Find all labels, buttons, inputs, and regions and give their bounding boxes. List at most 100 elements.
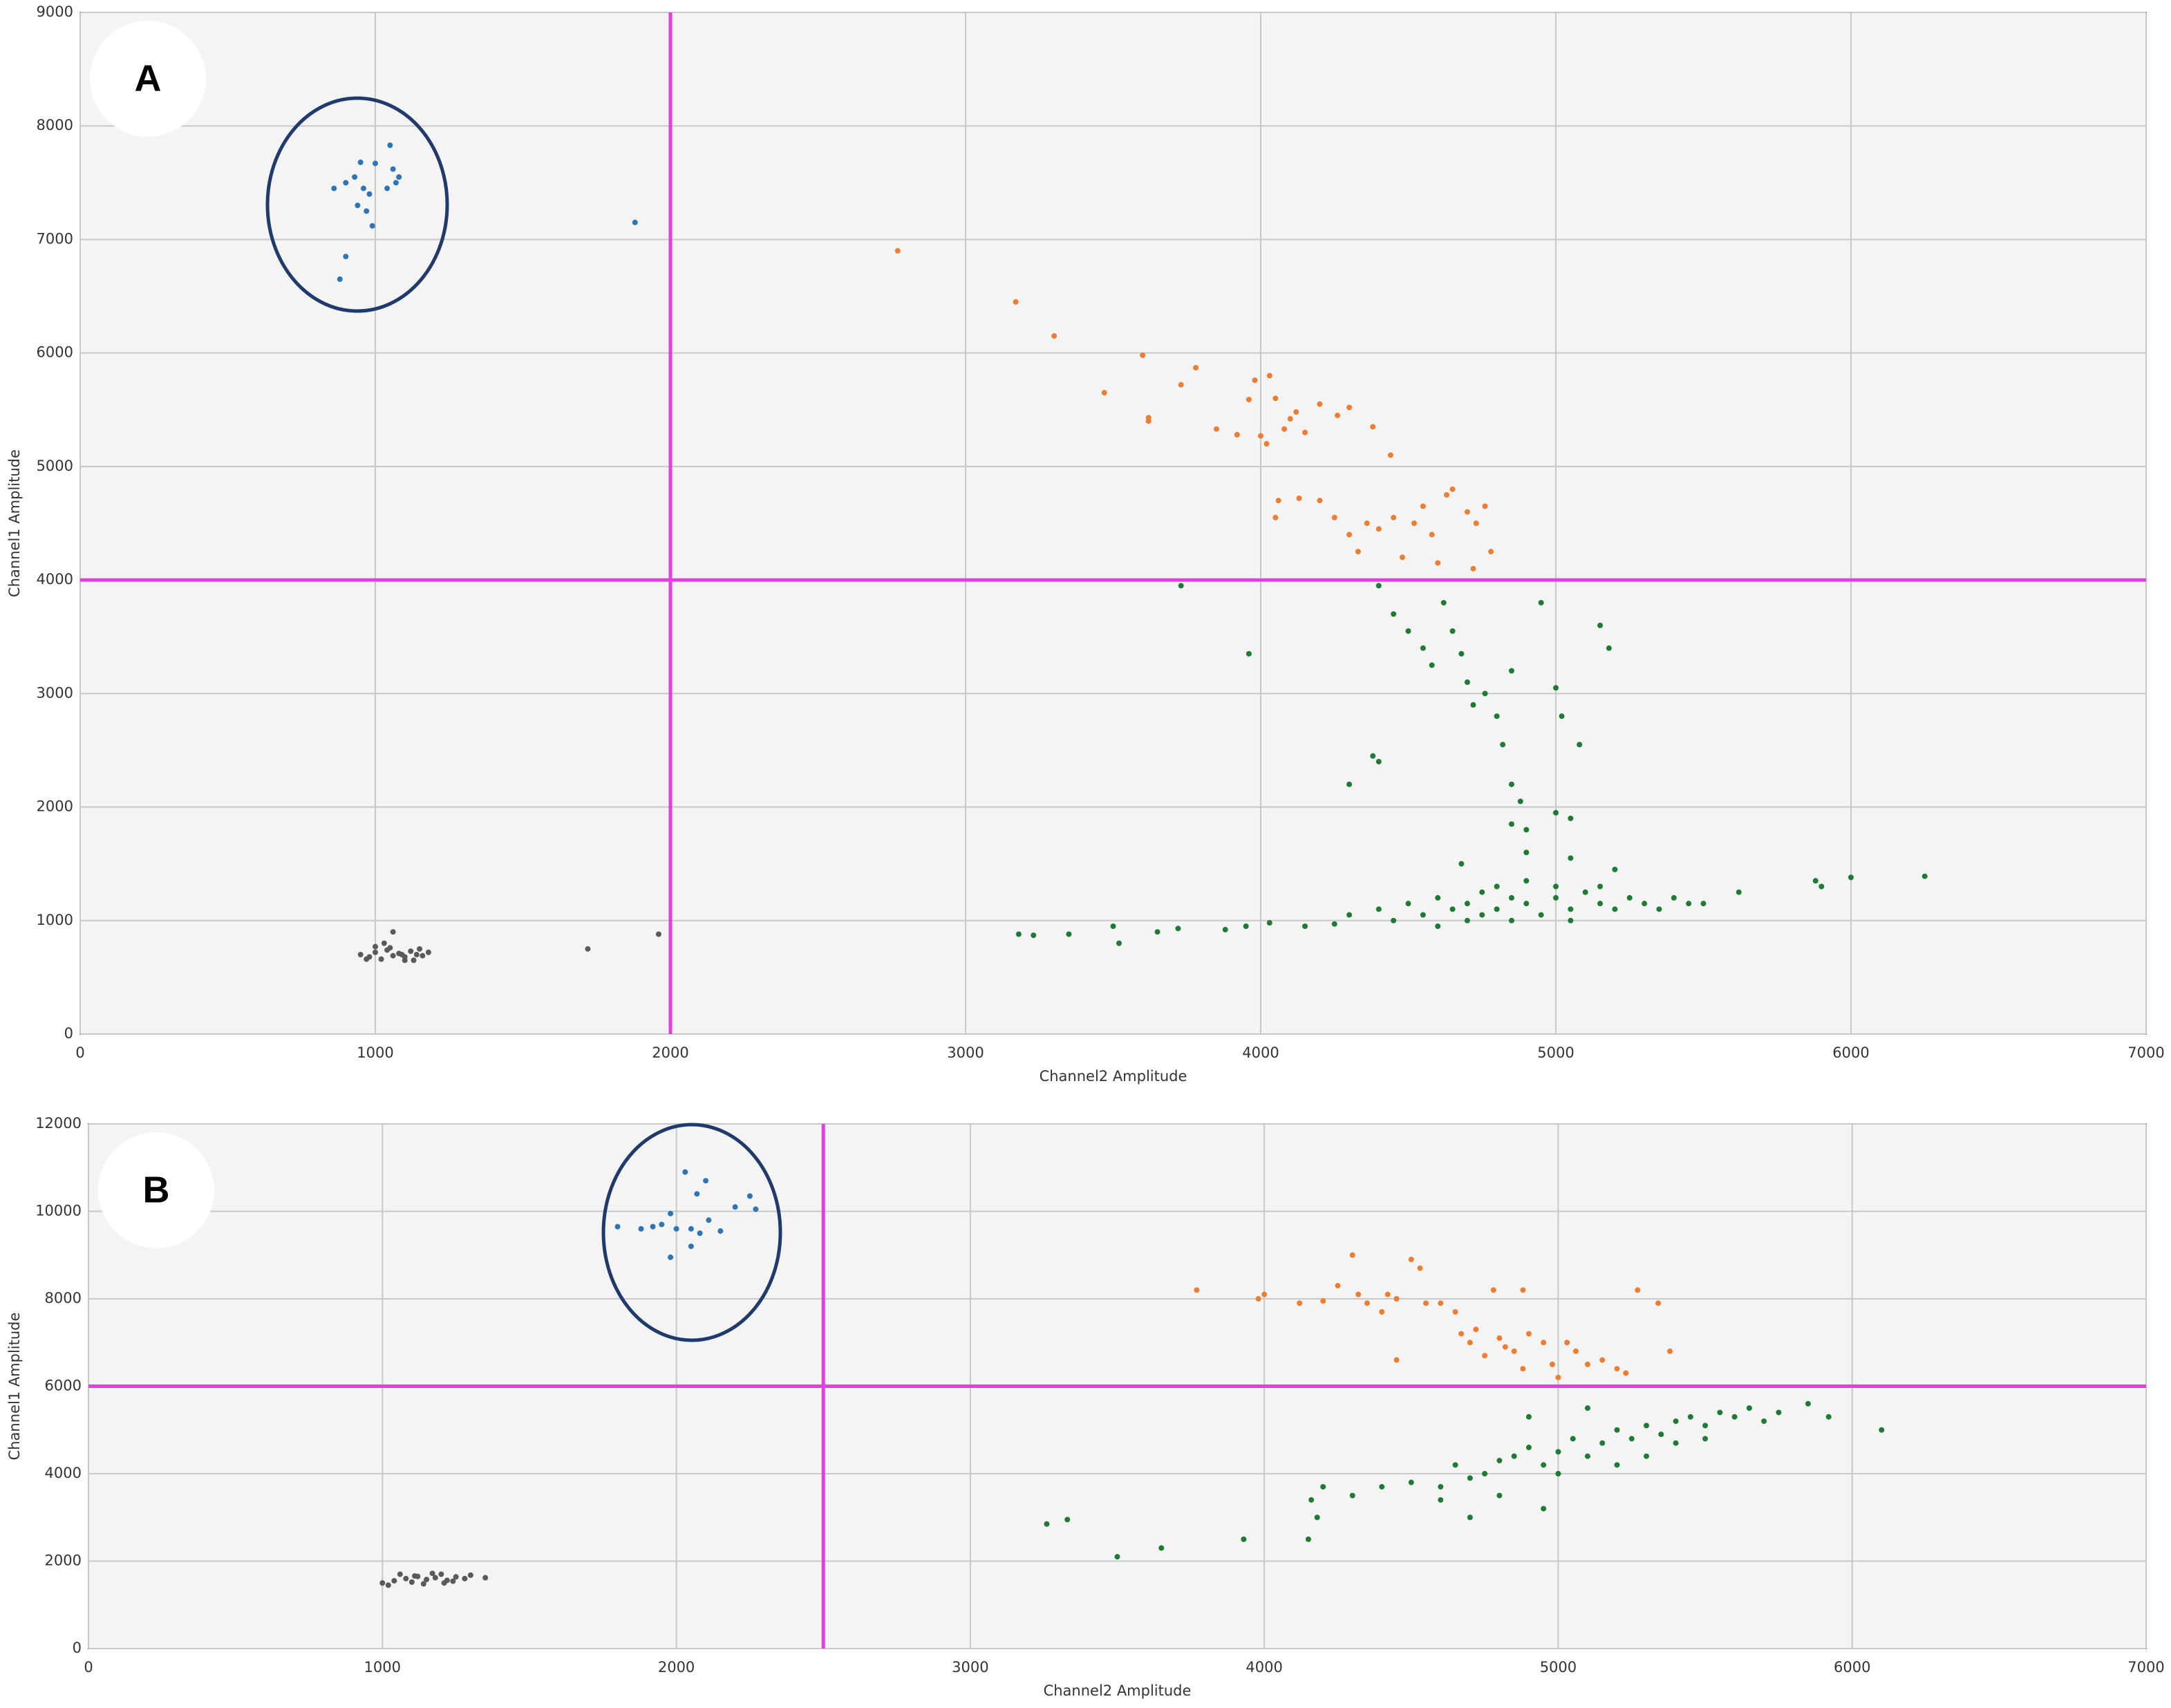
droplet <box>1335 412 1341 418</box>
droplet <box>402 957 408 964</box>
droplet <box>1597 883 1604 890</box>
droplet <box>364 956 370 962</box>
droplet <box>1051 333 1058 339</box>
droplet <box>1349 1492 1355 1499</box>
droplet <box>1582 889 1588 895</box>
droplet <box>1349 1252 1355 1258</box>
droplet <box>682 1169 688 1175</box>
droplet <box>1614 1462 1620 1468</box>
droplet <box>1642 901 1648 907</box>
droplet <box>1449 486 1456 492</box>
droplet <box>393 180 399 186</box>
droplet <box>1520 1287 1526 1293</box>
droplet <box>1686 901 1692 907</box>
droplet <box>1553 685 1559 691</box>
droplet <box>673 1226 679 1232</box>
droplet <box>1538 912 1544 918</box>
droplet <box>1435 560 1441 566</box>
droplet <box>1656 906 1662 912</box>
x-tick-label: 0 <box>75 1044 84 1061</box>
droplet <box>1375 583 1382 589</box>
droplet <box>1584 1361 1590 1367</box>
droplet <box>1496 1335 1503 1341</box>
droplet <box>1508 821 1514 827</box>
droplet <box>1523 827 1530 833</box>
droplet <box>1302 429 1308 435</box>
droplet <box>1178 382 1184 388</box>
droplet <box>1464 901 1470 907</box>
droplet <box>1523 878 1530 884</box>
droplet <box>1438 1300 1444 1306</box>
droplet <box>1553 809 1559 816</box>
droplet <box>360 185 366 191</box>
droplet <box>1479 889 1485 895</box>
droplet <box>1241 1536 1247 1542</box>
droplet <box>1438 1496 1444 1503</box>
droplet <box>1435 894 1441 901</box>
droplet <box>373 949 378 955</box>
droplet <box>420 1581 426 1587</box>
droplet <box>1281 426 1288 432</box>
droplet <box>1145 418 1152 424</box>
droplet <box>1464 509 1470 515</box>
droplet <box>1013 299 1019 305</box>
droplet <box>1494 906 1500 912</box>
droplet <box>1597 622 1604 628</box>
droplet <box>1158 1545 1165 1551</box>
droplet <box>1255 1296 1261 1302</box>
droplet <box>1305 1536 1311 1542</box>
x-tick-label: 2000 <box>652 1044 688 1061</box>
y-tick-label: 8000 <box>37 117 73 133</box>
droplet <box>1658 1432 1664 1438</box>
x-axis-label: Channel2 Amplitude <box>1044 1682 1192 1699</box>
droplet <box>482 1575 489 1581</box>
droplet <box>614 1223 621 1230</box>
droplet <box>412 1573 418 1579</box>
droplet <box>655 931 661 937</box>
droplet <box>1044 1521 1050 1527</box>
droplet <box>453 1574 459 1580</box>
droplet <box>1302 923 1308 929</box>
droplet <box>1848 874 1854 881</box>
droplet <box>1420 912 1426 918</box>
droplet <box>1194 1287 1200 1293</box>
x-tick-label: 1000 <box>364 1659 401 1676</box>
droplet <box>638 1226 644 1232</box>
droplet <box>1584 1453 1590 1459</box>
droplet <box>1508 668 1514 674</box>
droplet <box>1370 424 1376 430</box>
droplet <box>1272 395 1279 402</box>
highlight-circle <box>265 96 449 313</box>
droplet <box>1346 532 1353 538</box>
droplet <box>1555 1374 1561 1380</box>
droplet <box>1417 1265 1423 1271</box>
droplet <box>417 946 423 952</box>
droplet <box>1825 1414 1832 1420</box>
droplet <box>373 160 378 167</box>
droplet <box>688 1226 694 1232</box>
droplet <box>390 952 396 959</box>
droplet <box>1399 554 1405 561</box>
droplet <box>746 1193 753 1199</box>
droplet <box>337 276 343 282</box>
plot-area <box>79 12 2147 1035</box>
droplet <box>420 952 426 959</box>
droplet <box>1370 753 1376 759</box>
droplet <box>1452 1308 1458 1315</box>
droplet <box>1570 1436 1576 1442</box>
droplet <box>1297 1300 1303 1306</box>
droplet <box>732 1204 738 1210</box>
droplet <box>1308 1496 1315 1503</box>
droplet <box>403 1575 409 1582</box>
y-tick-label: 12000 <box>35 1115 82 1132</box>
droplet <box>1568 855 1574 861</box>
droplet <box>1258 433 1263 439</box>
x-tick-label: 0 <box>84 1659 93 1676</box>
droplet <box>1508 917 1514 923</box>
droplet <box>1559 713 1565 720</box>
droplet <box>1490 1287 1496 1293</box>
droplet <box>668 1210 674 1217</box>
droplet <box>1375 906 1382 912</box>
droplet <box>1626 894 1633 901</box>
